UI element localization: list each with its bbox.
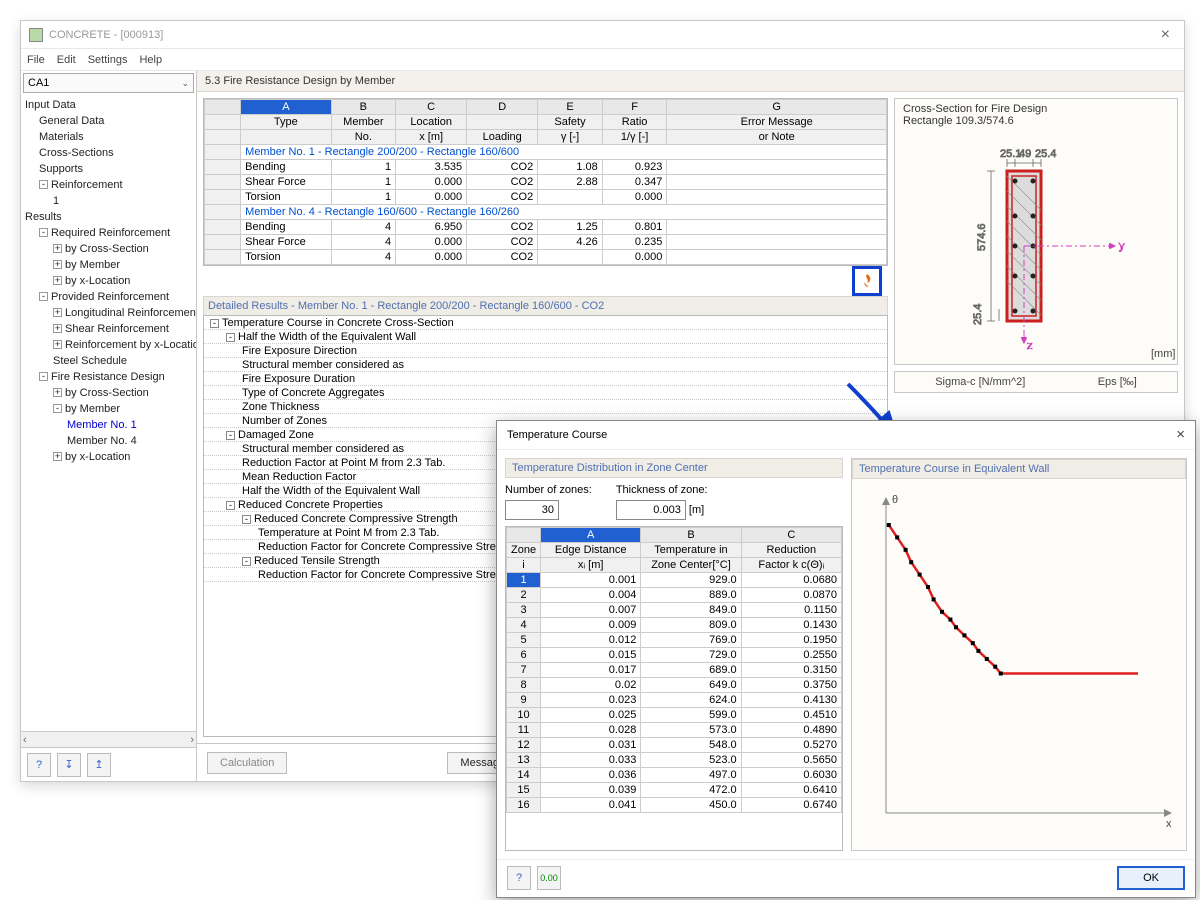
titlebar: CONCRETE - [000913] × xyxy=(21,21,1184,49)
close-icon[interactable]: × xyxy=(1155,26,1176,44)
section-title: 5.3 Fire Resistance Design by Member xyxy=(197,71,1184,92)
svg-text:25.4: 25.4 xyxy=(972,304,984,325)
temperature-chart: θ x xyxy=(856,483,1182,843)
zone-grid[interactable]: ABCZoneEdge DistanceTemperature inReduct… xyxy=(505,526,843,851)
case-combo[interactable]: CA1 ⌄ xyxy=(23,73,194,93)
svg-text:[mm]: [mm] xyxy=(1151,348,1175,360)
menu-help[interactable]: Help xyxy=(139,54,162,66)
svg-text:y: y xyxy=(1119,240,1125,252)
app-icon xyxy=(29,28,43,42)
menu-file[interactable]: File xyxy=(27,54,45,66)
h-scrollbar[interactable]: ‹› xyxy=(21,731,196,747)
export-button[interactable]: ↧ xyxy=(57,753,81,777)
ok-button[interactable]: OK xyxy=(1117,866,1185,890)
chevron-down-icon: ⌄ xyxy=(181,78,189,89)
sigma-eps-panel: Sigma-c [N/mm^2] Eps [‰] xyxy=(894,371,1178,393)
cross-section-drawing: 25.1 49 25.4 574.6 25.4 y xyxy=(895,131,1175,361)
svg-text:574.6: 574.6 xyxy=(976,223,988,251)
svg-text:z: z xyxy=(1027,340,1033,352)
dlg-help-button[interactable]: ? xyxy=(507,866,531,890)
cross-title: Cross-Section for Fire Design xyxy=(903,103,1169,115)
svg-text:25.4: 25.4 xyxy=(1035,148,1056,160)
eps-label: Eps [‰] xyxy=(1098,376,1137,388)
svg-text:49: 49 xyxy=(1019,148,1031,160)
thickness-label: Thickness of zone: xyxy=(616,484,708,496)
left-pane: CA1 ⌄ Input DataGeneral DataMaterialsCro… xyxy=(21,71,197,781)
svg-text:θ: θ xyxy=(892,494,898,506)
menubar: File Edit Settings Help xyxy=(21,49,1184,71)
thickness-input[interactable] xyxy=(616,500,686,520)
temperature-dialog: Temperature Course × Temperature Distrib… xyxy=(496,420,1196,898)
calculation-button[interactable]: Calculation xyxy=(207,752,287,774)
dialog-title: Temperature Course xyxy=(507,429,607,441)
nzones-input[interactable] xyxy=(505,500,559,520)
chart-panel: Temperature Course in Equivalent Wall θ … xyxy=(851,458,1187,851)
menu-edit[interactable]: Edit xyxy=(57,54,76,66)
cross-section-panel: Cross-Section for Fire Design Rectangle … xyxy=(894,98,1178,365)
help-button[interactable]: ? xyxy=(27,753,51,777)
nzones-label: Number of zones: xyxy=(505,484,592,496)
fire-icon xyxy=(859,273,875,289)
dialog-close-icon[interactable]: × xyxy=(1176,426,1185,443)
import-button[interactable]: ↥ xyxy=(87,753,111,777)
dialog-titlebar: Temperature Course × xyxy=(497,421,1195,450)
left-toolbar: ? ↧ ↥ xyxy=(21,747,196,781)
window-title: CONCRETE - [000913] xyxy=(49,29,163,41)
nav-tree[interactable]: Input DataGeneral DataMaterialsCross-Sec… xyxy=(21,97,196,465)
combo-value: CA1 xyxy=(28,77,49,89)
dlg-left-title: Temperature Distribution in Zone Center xyxy=(505,458,843,478)
dlg-right-title: Temperature Course in Equivalent Wall xyxy=(852,459,1186,479)
results-grid[interactable]: ABCDEFGTypeMemberLocationSafetyRatioErro… xyxy=(203,98,888,266)
fire-details-button[interactable] xyxy=(852,266,882,296)
menu-settings[interactable]: Settings xyxy=(88,54,128,66)
dlg-decimals-button[interactable]: 0.00 xyxy=(537,866,561,890)
sigma-label: Sigma-c [N/mm^2] xyxy=(935,376,1025,388)
cross-subtitle: Rectangle 109.3/574.6 xyxy=(903,115,1169,127)
thickness-unit: [m] xyxy=(689,504,704,516)
detailed-title: Detailed Results - Member No. 1 - Rectan… xyxy=(203,296,888,315)
svg-text:x: x xyxy=(1166,818,1172,830)
